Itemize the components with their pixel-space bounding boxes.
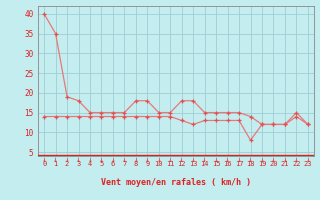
Text: ↓: ↓ [88,155,92,164]
Text: ↓: ↓ [111,155,115,164]
Text: ↓: ↓ [53,155,58,164]
Text: ↓: ↓ [214,155,219,164]
Text: ↓: ↓ [225,155,230,164]
Text: ↓: ↓ [76,155,81,164]
Text: ↓: ↓ [248,155,253,164]
Text: ↓: ↓ [156,155,161,164]
Text: ↓: ↓ [202,155,207,164]
Text: ↓: ↓ [168,155,172,164]
Text: ↓: ↓ [271,155,276,164]
Text: ↓: ↓ [133,155,138,164]
Text: ↓: ↓ [283,155,287,164]
Text: ↓: ↓ [237,155,241,164]
Text: ↓: ↓ [306,155,310,164]
Text: ↓: ↓ [42,155,46,164]
Text: ↓: ↓ [99,155,104,164]
Text: ↓: ↓ [191,155,196,164]
Text: ↓: ↓ [145,155,150,164]
Text: ↓: ↓ [260,155,264,164]
Text: ↓: ↓ [65,155,69,164]
Text: ↓: ↓ [180,155,184,164]
Text: ↓: ↓ [122,155,127,164]
Text: ↓: ↓ [294,155,299,164]
X-axis label: Vent moyen/en rafales ( km/h ): Vent moyen/en rafales ( km/h ) [101,178,251,187]
